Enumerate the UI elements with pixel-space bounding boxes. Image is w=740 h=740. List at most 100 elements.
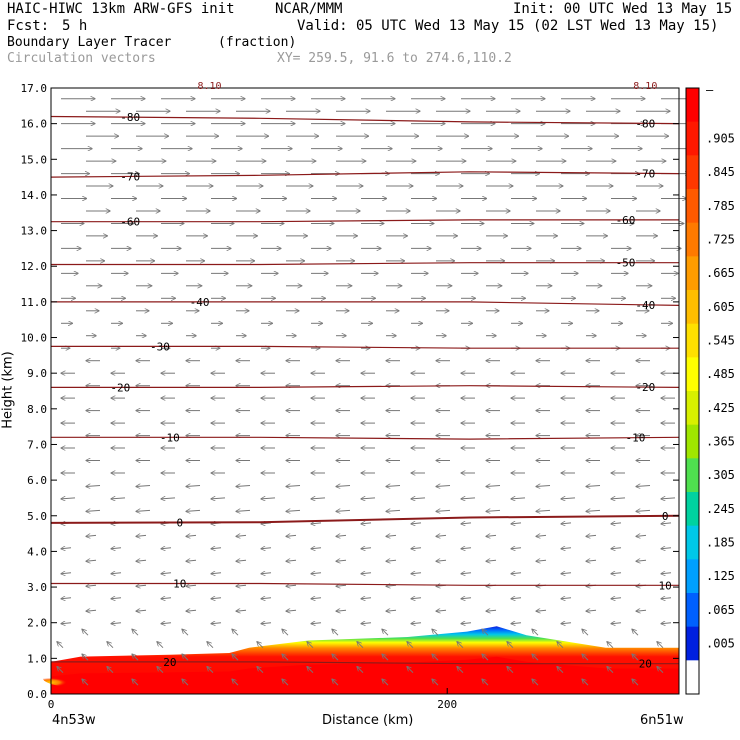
- y-tick-label: 6.0: [27, 474, 47, 487]
- circulation-vector: [561, 523, 572, 524]
- temperature-contour: [51, 301, 680, 306]
- field-units: (fraction): [218, 35, 297, 50]
- x-right-end-label: 6n51w: [640, 713, 684, 728]
- circulation-vector: [636, 610, 647, 611]
- circulation-vector: [411, 598, 422, 599]
- circulation-vector: [607, 667, 614, 673]
- contour-label: -40: [190, 296, 210, 309]
- circulation-vector: [132, 654, 139, 661]
- circulation-vector: [61, 623, 72, 624]
- circulation-vector: [211, 573, 222, 574]
- circulation-vector: [386, 510, 401, 511]
- fcst-label: Fcst:: [7, 18, 50, 34]
- temperature-contour: [51, 661, 679, 665]
- circulation-vector: [311, 623, 322, 624]
- circulation-vector: [86, 585, 97, 586]
- circulation-vector: [557, 667, 564, 673]
- circulation-vector: [132, 679, 139, 686]
- circulation-vector: [61, 598, 72, 599]
- circulation-vector: [361, 523, 372, 524]
- colorbar-swatch: [686, 189, 699, 224]
- colorbar-label: .545: [706, 334, 735, 348]
- colorbar-swatch: [686, 492, 699, 527]
- circulation-vector: [411, 623, 422, 624]
- y-tick-label: 2.0: [27, 617, 47, 630]
- colorbar-swatch: [686, 323, 699, 358]
- circulation-vector: [211, 548, 222, 549]
- circulation-vector: [636, 486, 651, 487]
- colorbar-swatch: [686, 357, 699, 392]
- circulation-vector: [286, 610, 297, 611]
- circulation-vector: [582, 679, 589, 686]
- circulation-vector: [582, 654, 589, 661]
- circulation-vector: [632, 629, 639, 636]
- circulation-vector: [361, 598, 372, 599]
- y-tick-label: 4.0: [27, 545, 47, 558]
- circulation-vector: [157, 667, 164, 673]
- contour-label: -20: [635, 381, 655, 394]
- circulation-vector: [261, 573, 272, 574]
- circulation-vector: [211, 498, 226, 499]
- colorbar-label: .365: [706, 435, 735, 449]
- valid-time: Valid: 05 UTC Wed 13 May 15 (02 LST Wed …: [297, 18, 719, 34]
- circulation-vector: [486, 510, 501, 511]
- circulation-vector: [586, 535, 597, 536]
- colorbar-swatch: [686, 458, 699, 493]
- contour-label: -60: [616, 214, 636, 227]
- y-tick-label: 3.0: [27, 581, 47, 594]
- x-axis-title: Distance (km): [322, 713, 414, 728]
- contour-label: 10: [173, 577, 186, 590]
- circulation-vector: [261, 523, 272, 524]
- circulation-vector: [386, 560, 397, 561]
- circulation-vector: [461, 573, 472, 574]
- tracer-surface-maximum: [42, 668, 107, 687]
- circulation-vector: [386, 486, 401, 487]
- circulation-vector: [536, 560, 547, 561]
- model-title: HAIC-HIWC 13km ARW-GFS init: [7, 1, 235, 17]
- circulation-vector: [61, 573, 72, 574]
- circulation-vector: [111, 548, 122, 549]
- contour-label: -70: [635, 167, 655, 180]
- colorbar-label: .725: [706, 233, 735, 247]
- circulation-vector: [511, 623, 522, 624]
- contour-label: -60: [120, 216, 140, 229]
- circulation-vector: [607, 642, 614, 649]
- circulation-vector: [161, 573, 172, 574]
- contour-label: 0: [662, 510, 669, 523]
- circulation-vector: [236, 535, 247, 536]
- contour-label: 20: [639, 658, 652, 671]
- circulation-vector: [186, 610, 197, 611]
- colorbar-label: .425: [706, 401, 735, 415]
- circulation-vector: [136, 585, 147, 586]
- circulation-vector: [536, 535, 547, 536]
- circulation-vector: [532, 629, 539, 636]
- colorbar-label: –: [706, 83, 714, 97]
- circulation-vector: [286, 535, 297, 536]
- circulation-vector: [611, 523, 622, 524]
- circulation-vector: [382, 654, 389, 661]
- circulation-vector: [636, 535, 647, 536]
- circulation-vector: [636, 560, 647, 561]
- circulation-vector: [436, 510, 451, 511]
- circulation-vector: [511, 598, 522, 599]
- circulation-vector: [361, 623, 372, 624]
- circulation-vector: [386, 535, 397, 536]
- circulation-vector: [507, 642, 514, 649]
- circulation-vector: [211, 623, 222, 624]
- circulation-vector: [507, 667, 514, 673]
- circulation-vector: [236, 585, 247, 586]
- circulation-vector: [461, 623, 472, 624]
- colorbar-swatch: [686, 256, 699, 291]
- circulation-vector: [432, 654, 439, 661]
- circulation-vector: [57, 667, 64, 673]
- circulation-vector: [207, 642, 214, 649]
- circulation-vector: [536, 610, 547, 611]
- temperature-contour: [51, 262, 679, 266]
- circulation-vector: [461, 498, 476, 499]
- y-tick-label: 12.0: [21, 260, 48, 273]
- circulation-vector: [332, 629, 339, 636]
- colorbar-swatch: [686, 121, 699, 156]
- xy-label: XY= 259.5, 91.6 to 274.6,110.2: [277, 51, 512, 66]
- contour-label: -40: [635, 299, 655, 312]
- circulation-vector: [161, 548, 172, 549]
